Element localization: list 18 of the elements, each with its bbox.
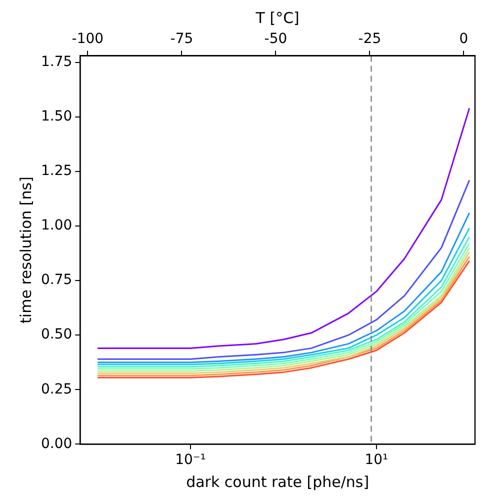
y-tick-label: 1.25	[41, 163, 72, 180]
x2-tick-label: -25	[358, 31, 382, 48]
x2-tick-label: -100	[72, 31, 104, 48]
x-tick-label: 10⁻¹	[175, 452, 206, 468]
y-tick-label: 0.25	[41, 381, 72, 398]
x2-tick-label: -75	[170, 31, 194, 48]
x2-tick-label: -50	[264, 31, 288, 48]
y-tick-label: 0.50	[41, 326, 72, 343]
y-tick-label: 1.75	[41, 54, 72, 70]
x2-tick-label: 0	[459, 31, 468, 48]
y-tick-label: 0.75	[41, 272, 72, 288]
y-tick-label: 1.50	[41, 108, 72, 125]
x-axis-title: dark count rate [phe/ns]	[186, 472, 370, 491]
x2-axis-title: T [°C]	[254, 8, 300, 27]
y-tick-label: 0.00	[41, 436, 72, 452]
y-tick-label: 1.00	[41, 218, 72, 234]
x-tick-label: 10¹	[364, 452, 388, 468]
y-axis-title: time resolution [ns]	[16, 176, 35, 324]
